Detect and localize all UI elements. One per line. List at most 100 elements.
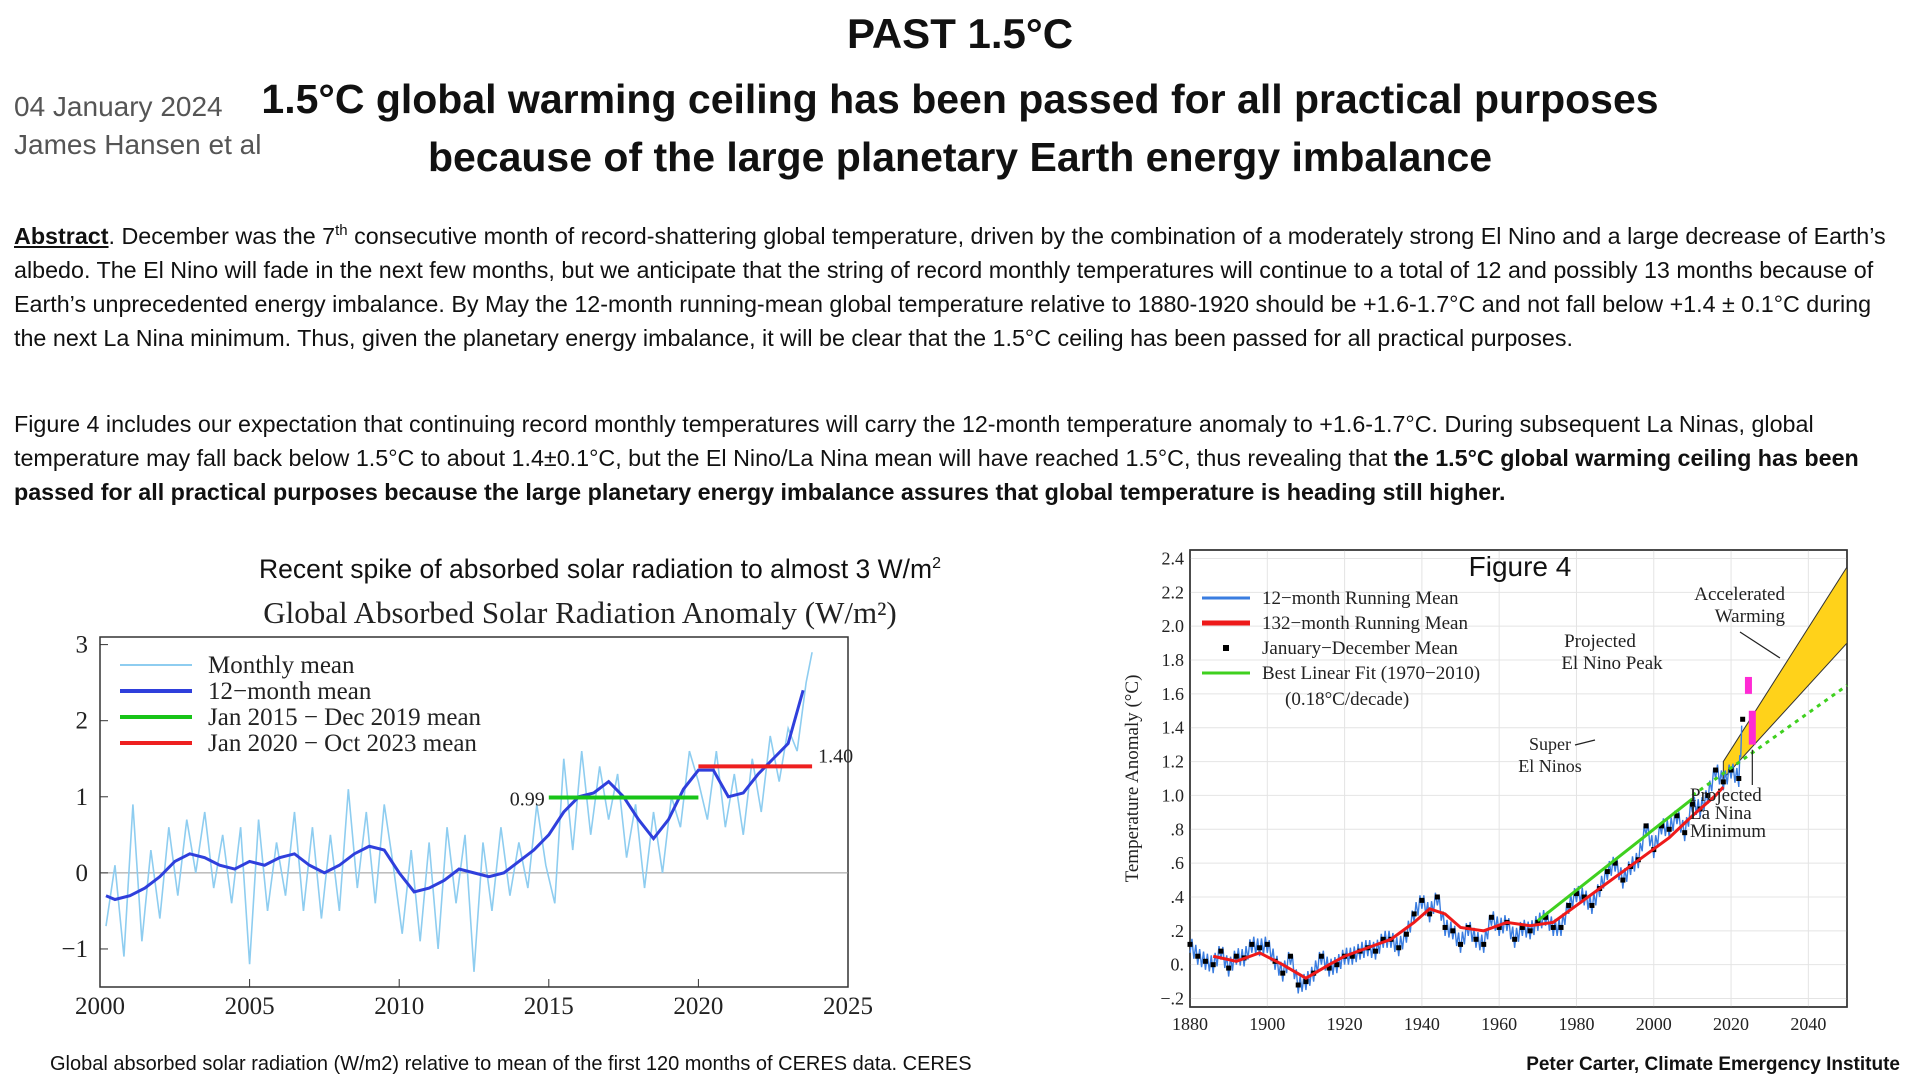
temp-annual-point	[1643, 823, 1649, 829]
temp-annual-point	[1705, 792, 1711, 798]
temp-y-tick-label: −.2	[1160, 989, 1184, 1009]
solar-y-tick-label: 1	[76, 784, 89, 811]
temp-annual-point	[1318, 953, 1324, 959]
temp-y-tick-label: .2	[1171, 921, 1185, 941]
abstract-text-pre: . December was the 7	[108, 222, 336, 249]
temp-annual-point	[1736, 776, 1742, 781]
page-title: PAST 1.5°C	[846, 10, 1074, 57]
temp-annotation-accelerated: Warming	[1715, 606, 1786, 627]
temp-annotation-accelerated: Accelerated	[1694, 584, 1785, 605]
temp-annual-point	[1720, 779, 1726, 785]
temp-annual-point	[1527, 928, 1533, 934]
solar-legend-label: Jan 2015 − Dec 2019 mean	[208, 704, 482, 731]
temp-annual-point	[1550, 924, 1556, 930]
temp-annual-point	[1496, 924, 1502, 930]
solar-mean-label: 1.40	[818, 745, 853, 767]
temp-annual-point	[1566, 902, 1572, 908]
temp-annual-point	[1373, 948, 1379, 954]
temp-annual-point	[1512, 936, 1518, 942]
temperature-anomaly-chart: 1880 1900 1920 1940 1960 1980 2000 2020 2040 −.2 0…	[1122, 548, 1848, 1034]
temp-chart-title: Figure 4	[1469, 551, 1572, 582]
temp-x-tick-label: 1900	[1249, 1014, 1285, 1034]
temp-legend-note: (0.18°C/decade)	[1285, 689, 1409, 710]
temp-annual-point	[1419, 897, 1425, 903]
temp-annual-point	[1450, 928, 1456, 934]
subtitle-line-2: because of the large planetary Earth ene…	[427, 134, 1493, 180]
temp-annual-point	[1481, 941, 1487, 947]
temp-annual-point	[1674, 813, 1680, 819]
temp-annual-point	[1257, 945, 1263, 951]
figure4-paragraph-bold: the 1.5°C global warming ceiling has bee…	[14, 445, 1859, 505]
solar-x-tick-label: 2020	[673, 993, 723, 1020]
temp-annotation-super: El Ninos	[1518, 756, 1582, 776]
temp-annual-point	[1666, 826, 1672, 832]
temp-annual-point	[1473, 936, 1479, 942]
temp-annual-point	[1380, 936, 1386, 942]
temp-annual-point	[1187, 941, 1193, 947]
solar-x-tick-label: 2015	[524, 993, 574, 1020]
temp-annual-point	[1589, 902, 1595, 908]
solar-x-tick-label: 2000	[75, 993, 125, 1020]
temp-annual-point	[1334, 962, 1340, 968]
left-figure-caption: Global absorbed solar radiation (W/m2) r…	[50, 1053, 972, 1075]
temp-132month-series	[1212, 785, 1725, 980]
temp-annual-point	[1682, 830, 1688, 836]
temp-annual-point	[1264, 941, 1270, 947]
solar-y-tick-label: −1	[61, 936, 88, 963]
solar-legend-label: Jan 2020 − Oct 2023 mean	[208, 730, 477, 757]
solar-legend-label: 12−month mean	[208, 678, 372, 705]
temp-annual-point	[1458, 941, 1464, 947]
temp-x-tick-label: 2040	[1790, 1014, 1826, 1034]
abstract-paragraph: Abstract. December was the 7th consecuti…	[14, 214, 1894, 355]
left-figure-header: Recent spike of absorbed solar radiation…	[100, 554, 1100, 585]
temp-annual-point	[1427, 911, 1433, 917]
temp-annual-point	[1218, 948, 1224, 954]
temp-y-tick-label: 1.2	[1162, 752, 1185, 772]
solar-x-tick-label: 2025	[823, 993, 873, 1020]
temp-legend-label: Best Linear Fit (1970−2010)	[1262, 663, 1480, 684]
temp-annotation-arrow	[1739, 631, 1781, 659]
temp-x-tick-label: 1960	[1481, 1014, 1517, 1034]
temp-annual-point	[1558, 924, 1564, 930]
temp-x-tick-label: 1920	[1327, 1014, 1363, 1034]
temp-y-tick-label: 2.4	[1162, 548, 1185, 568]
subtitle-line-1: 1.5°C global warming ceiling has been pa…	[261, 76, 1659, 122]
temp-annual-point	[1349, 953, 1355, 959]
temp-annual-point	[1396, 945, 1402, 951]
temp-plot-border	[1189, 549, 1848, 1008]
temp-y-tick-label: 2.0	[1162, 616, 1185, 636]
temp-annual-point	[1210, 962, 1216, 968]
abstract-sup: th	[335, 222, 348, 239]
temp-annotation-la-nina: Projected	[1690, 785, 1762, 806]
temp-annual-point	[1604, 869, 1610, 875]
temp-annual-point	[1573, 891, 1579, 897]
temp-annual-point	[1713, 767, 1719, 773]
temp-legend-swatch	[1223, 645, 1229, 651]
temp-annual-point	[1326, 965, 1332, 971]
temp-y-axis-label: Temperature Anomaly (°C)	[1122, 675, 1143, 883]
temp-y-tick-label: .6	[1171, 853, 1185, 873]
temp-annual-point	[1202, 958, 1208, 964]
temp-annual-point	[1195, 953, 1201, 959]
temp-legend-label: 132−month Running Mean	[1262, 613, 1468, 634]
temp-annotation-super: Super	[1529, 734, 1571, 754]
temp-y-tick-label: 1.6	[1162, 684, 1185, 704]
temp-x-tick-label: 1940	[1404, 1014, 1440, 1034]
temp-annual-point	[1249, 941, 1255, 947]
temp-y-tick-label: 1.0	[1162, 785, 1185, 805]
temp-annual-point	[1740, 716, 1746, 722]
temp-annual-point	[1658, 823, 1664, 829]
figure4-paragraph-text: Figure 4 includes our expectation that c…	[14, 411, 1814, 471]
temp-annual-point	[1411, 911, 1417, 917]
publication-author: James Hansen et al	[14, 129, 262, 160]
solar-chart-title: Global Absorbed Solar Radiation Anomaly …	[263, 595, 897, 630]
temp-x-tick-label: 2020	[1713, 1014, 1749, 1034]
temp-annual-point	[1226, 965, 1232, 971]
temp-annual-point	[1442, 924, 1448, 930]
temp-annual-point	[1535, 919, 1541, 925]
temp-legend-label: 12−month Running Mean	[1262, 588, 1459, 609]
temp-y-tick-label: 0.	[1171, 955, 1185, 975]
abstract-text-post: consecutive month of record-shattering g…	[14, 222, 1886, 351]
temp-linear-fit	[1536, 797, 1694, 922]
temp-annotation-arrow	[1574, 739, 1596, 746]
